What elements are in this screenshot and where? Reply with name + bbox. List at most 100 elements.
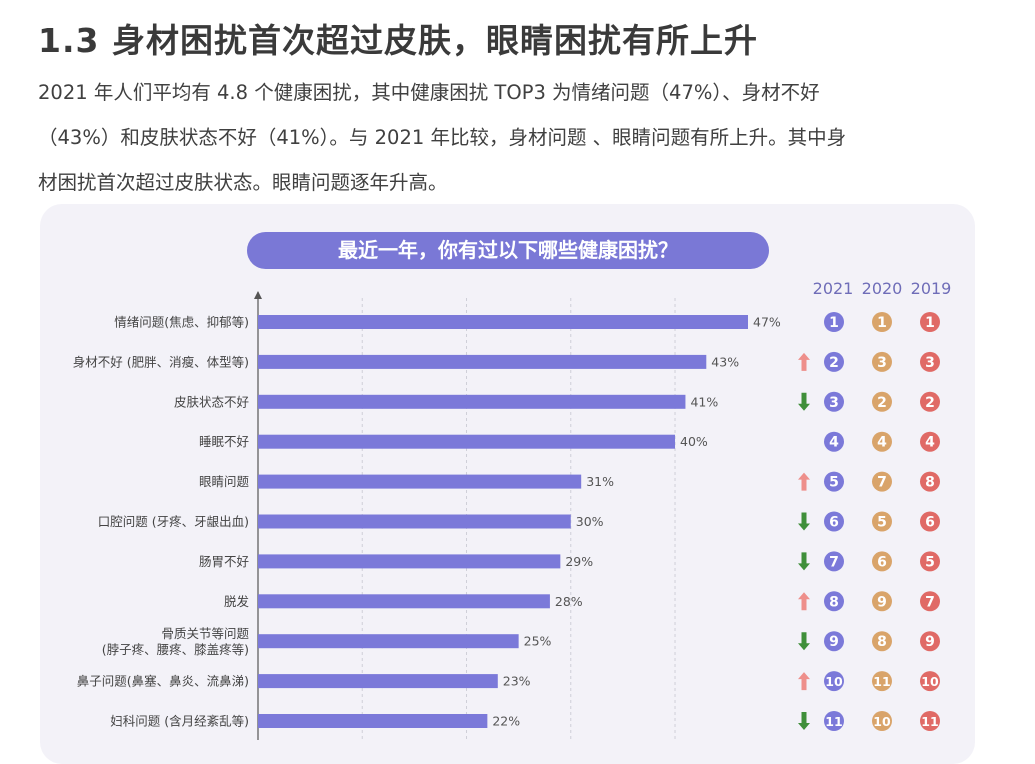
value-label-6: 30% — [576, 514, 604, 529]
value-label-11: 22% — [492, 714, 520, 729]
rank-number-2019-4: 4 — [925, 435, 935, 451]
rank-number-2019-9: 9 — [925, 634, 935, 650]
rank-number-2019-10: 10 — [921, 674, 939, 689]
bar-11 — [258, 714, 488, 728]
rank-number-2021-1: 1 — [829, 315, 839, 331]
rank-number-2020-8: 9 — [877, 594, 887, 610]
rank-badge-2020-1 — [872, 312, 892, 332]
arrow-up-icon-10 — [798, 672, 810, 691]
rank-number-2021-4: 4 — [829, 435, 839, 451]
category-label-9-line-1: 骨质关节等问题 — [161, 626, 249, 641]
rank-number-2019-7: 5 — [925, 554, 935, 570]
category-label-10: 鼻子问题(鼻塞、鼻炎、流鼻涕) — [77, 674, 249, 689]
bar-chart: 47%情绪问题(焦虑、抑郁等) 1 1 143%身材不好 (肥胖、消瘦、体型等) 2 3 3… — [73, 291, 940, 740]
rank-number-2020-6: 5 — [877, 515, 887, 531]
bar-4 — [258, 434, 676, 449]
bar-7 — [258, 554, 561, 569]
rank-badge-2020-2 — [872, 351, 892, 372]
rank-badge-2021-1 — [824, 312, 844, 332]
rank-number-2019-2: 3 — [925, 355, 935, 371]
rank-number-2020-10: 11 — [873, 674, 890, 689]
category-label-8: 脱发 — [224, 594, 250, 609]
rank-number-2021-10: 10 — [825, 674, 843, 689]
rank-number-2021-9: 9 — [829, 634, 839, 650]
value-label-2: 43% — [711, 354, 739, 369]
rank-badge-2019-6 — [920, 511, 940, 532]
rank-number-2019-8: 7 — [925, 594, 935, 610]
rank-number-2021-2: 2 — [829, 355, 839, 371]
rank-badge-2021-3 — [824, 391, 844, 412]
category-label-7: 肠胃不好 — [199, 554, 249, 569]
rank-number-2019-5: 8 — [925, 475, 935, 491]
value-label-5: 31% — [586, 474, 614, 489]
arrow-down-icon-3 — [798, 392, 810, 411]
rank-badge-2021-4 — [824, 431, 844, 452]
rank-badge-2020-11 — [872, 711, 892, 731]
value-label-1: 47% — [753, 315, 781, 330]
value-label-9: 25% — [524, 634, 552, 649]
rank-number-2021-6: 6 — [829, 515, 839, 531]
bar-6 — [258, 514, 571, 529]
category-label-2: 身材不好 (肥胖、消瘦、体型等) — [73, 354, 249, 369]
rank-number-2020-11: 10 — [873, 714, 891, 729]
rank-number-2020-2: 3 — [877, 355, 887, 371]
rank-badge-2020-6 — [872, 511, 892, 532]
rank-badge-2019-8 — [920, 591, 940, 612]
rank-badge-2019-9 — [920, 631, 940, 652]
bar-9 — [258, 634, 519, 649]
category-label-6: 口腔问题 (牙疼、牙龈出血) — [98, 514, 249, 529]
value-label-4: 40% — [680, 434, 708, 449]
rank-badge-2019-11 — [920, 711, 940, 731]
category-label-1: 情绪问题(焦虑、抑郁等) — [114, 315, 249, 330]
category-label-9-line-2: (脖子疼、腰疼、膝盖疼等) — [102, 642, 249, 657]
year-header-2019: 2019 — [910, 279, 952, 298]
rank-badge-2021-11 — [824, 711, 844, 731]
arrow-up-icon-8 — [798, 592, 810, 611]
value-label-8: 28% — [555, 594, 583, 609]
category-label-4: 睡眠不好 — [199, 434, 249, 449]
rank-number-2020-4: 4 — [877, 435, 887, 451]
rank-badge-2020-9 — [872, 631, 892, 652]
rank-number-2019-11: 11 — [921, 714, 938, 729]
rank-badge-2019-2 — [920, 351, 940, 372]
category-label-3: 皮肤状态不好 — [174, 394, 249, 409]
rank-number-2021-7: 7 — [829, 554, 839, 570]
arrow-up-icon-2 — [798, 352, 810, 371]
rank-badge-2019-3 — [920, 391, 940, 412]
rank-badge-2021-2 — [824, 351, 844, 372]
rank-badge-2021-5 — [824, 471, 844, 492]
rank-badge-2021-8 — [824, 591, 844, 612]
rank-number-2021-3: 3 — [829, 395, 839, 411]
value-label-3: 41% — [690, 394, 718, 409]
intro-paragraph: 2021 年人们平均有 4.8 个健康困扰，其中健康困扰 TOP3 为情绪问题（… — [38, 70, 988, 205]
rank-badge-2020-3 — [872, 391, 892, 412]
arrow-up-icon-5 — [798, 472, 810, 491]
rank-number-2019-6: 6 — [925, 515, 935, 531]
rank-badge-2021-10 — [824, 671, 844, 692]
rank-badge-2019-7 — [920, 551, 940, 572]
arrow-down-icon-6 — [798, 512, 810, 531]
rank-number-2021-11: 11 — [825, 714, 842, 729]
bar-10 — [258, 674, 498, 689]
arrow-down-icon-9 — [798, 632, 810, 651]
rank-badge-2021-6 — [824, 511, 844, 532]
rank-number-2020-3: 2 — [877, 395, 887, 411]
rank-number-2021-5: 5 — [829, 475, 839, 491]
rank-badge-2020-8 — [872, 591, 892, 612]
rank-badge-2019-10 — [920, 671, 940, 692]
rank-badge-2020-5 — [872, 471, 892, 492]
rank-badge-2020-4 — [872, 431, 892, 452]
rank-badge-2019-4 — [920, 431, 940, 452]
bar-2 — [258, 354, 707, 369]
rank-badge-2019-1 — [920, 312, 940, 332]
chart-title: 最近一年，你有过以下哪些健康困扰？ — [247, 232, 769, 269]
rank-number-2019-3: 2 — [925, 395, 935, 411]
rank-number-2019-1: 1 — [925, 315, 935, 331]
rank-number-2020-9: 8 — [877, 634, 887, 650]
intro-line-1: 2021 年人们平均有 4.8 个健康困扰，其中健康困扰 TOP3 为情绪问题（… — [38, 81, 820, 104]
rank-badge-2019-5 — [920, 471, 940, 492]
year-header-2021: 2021 — [812, 279, 854, 298]
intro-line-2: （43%）和皮肤状态不好（41%）。与 2021 年比较，身材问题 、眼睛问题有… — [38, 126, 847, 149]
value-label-7: 29% — [565, 554, 593, 569]
y-axis-arrow-icon — [254, 291, 262, 299]
